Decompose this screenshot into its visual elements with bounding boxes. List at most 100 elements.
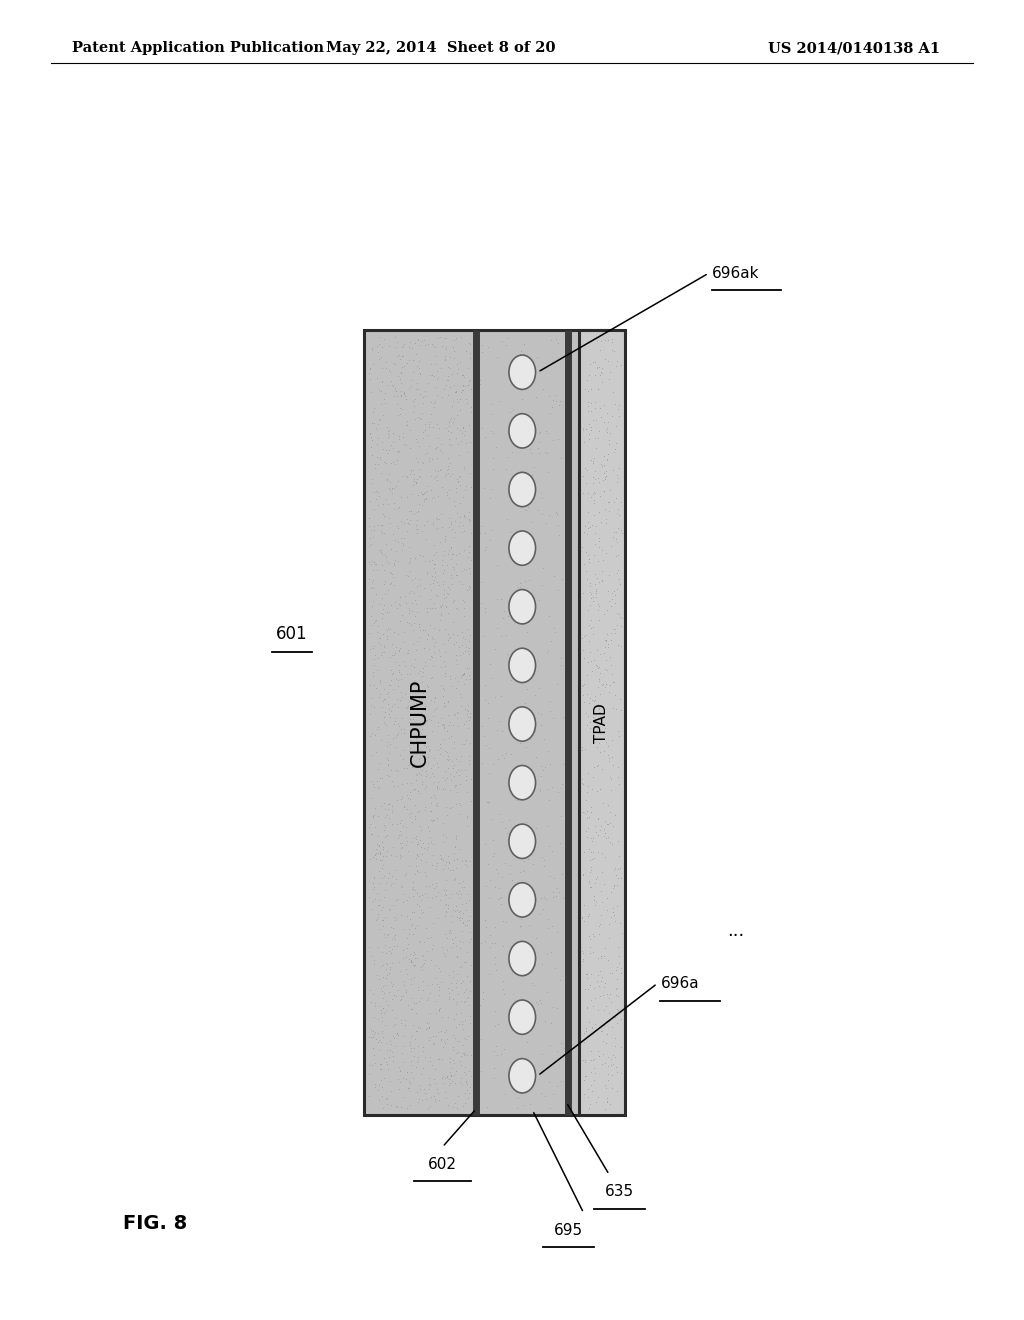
Point: [538, 513, 554, 535]
Point: [389, 346, 406, 367]
Point: [454, 907, 470, 928]
Point: [574, 948, 591, 969]
Point: [373, 1002, 389, 1023]
Point: [487, 859, 504, 880]
Point: [376, 887, 392, 908]
Point: [579, 807, 595, 828]
Point: [442, 1057, 459, 1078]
Text: 696ak: 696ak: [712, 265, 759, 281]
Point: [584, 660, 600, 681]
Point: [613, 923, 630, 944]
Point: [425, 935, 441, 956]
Point: [376, 451, 392, 473]
Point: [430, 585, 446, 606]
Point: [436, 528, 453, 549]
Bar: [364, 330, 614, 1115]
Point: [445, 899, 462, 920]
Point: [384, 771, 400, 792]
Point: [517, 570, 534, 591]
Point: [611, 689, 628, 710]
Point: [365, 429, 381, 450]
Point: [372, 752, 388, 774]
Point: [462, 733, 478, 754]
Point: [441, 748, 458, 770]
Point: [451, 883, 467, 904]
Point: [493, 894, 509, 915]
Point: [385, 895, 401, 916]
Point: [429, 853, 445, 874]
Point: [438, 826, 455, 847]
Point: [510, 348, 526, 370]
Point: [446, 495, 463, 516]
Point: [381, 808, 397, 829]
Point: [510, 1080, 526, 1101]
Point: [431, 979, 447, 1001]
Point: [365, 807, 381, 828]
Point: [429, 792, 445, 813]
Point: [508, 473, 524, 494]
Point: [383, 477, 399, 498]
Point: [394, 787, 411, 808]
Point: [459, 579, 475, 601]
Point: [526, 883, 543, 904]
Point: [446, 375, 463, 396]
Point: [407, 917, 423, 939]
Point: [426, 642, 442, 663]
Point: [458, 978, 474, 999]
Point: [419, 597, 435, 618]
Point: [386, 935, 402, 956]
Point: [580, 1078, 596, 1100]
Point: [386, 1008, 402, 1030]
Point: [497, 851, 513, 873]
Point: [388, 636, 404, 657]
Point: [425, 706, 441, 727]
Point: [365, 590, 381, 611]
Point: [495, 866, 511, 887]
Point: [407, 648, 423, 669]
Point: [455, 1096, 471, 1117]
Point: [432, 890, 449, 911]
Point: [373, 956, 389, 977]
Point: [447, 554, 464, 576]
Circle shape: [509, 883, 536, 917]
Point: [602, 801, 618, 822]
Circle shape: [509, 708, 536, 742]
Point: [413, 723, 429, 744]
Point: [372, 1053, 388, 1074]
Point: [382, 618, 398, 639]
Point: [415, 428, 431, 449]
Point: [440, 977, 457, 998]
Point: [537, 1085, 553, 1106]
Point: [413, 363, 429, 384]
Point: [449, 826, 465, 847]
Point: [580, 906, 596, 927]
Point: [461, 371, 477, 392]
Point: [461, 333, 477, 354]
Point: [605, 902, 622, 923]
Point: [594, 356, 610, 378]
Point: [442, 726, 459, 747]
Point: [532, 780, 549, 801]
Point: [384, 482, 400, 503]
Point: [383, 942, 399, 964]
Point: [451, 764, 467, 785]
Point: [408, 519, 424, 540]
Point: [438, 1028, 455, 1049]
Point: [420, 372, 436, 393]
Point: [360, 569, 377, 590]
Point: [460, 986, 476, 1007]
Point: [599, 449, 615, 470]
Point: [386, 477, 402, 498]
Point: [603, 882, 620, 903]
Point: [404, 1015, 421, 1036]
Point: [544, 840, 560, 861]
Point: [443, 770, 460, 791]
Point: [462, 850, 478, 871]
Point: [407, 1045, 423, 1067]
Point: [512, 733, 528, 754]
Point: [452, 388, 468, 409]
Point: [415, 661, 431, 682]
Point: [370, 718, 386, 739]
Point: [582, 595, 598, 616]
Point: [413, 702, 429, 723]
